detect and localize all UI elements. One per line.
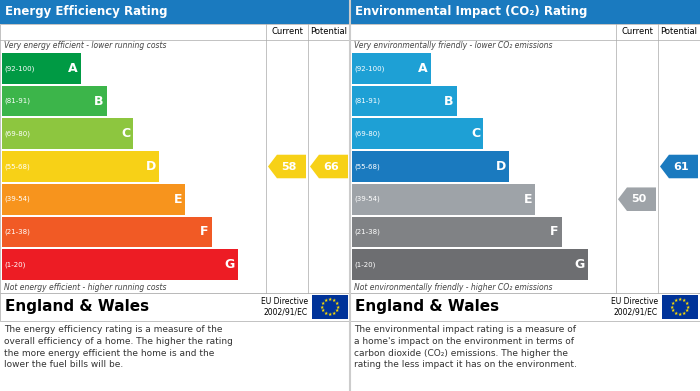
Text: 50: 50 <box>631 194 646 204</box>
Bar <box>662 295 698 319</box>
Bar <box>312 295 348 319</box>
Text: E: E <box>524 193 533 206</box>
Text: (1-20): (1-20) <box>354 262 375 268</box>
Text: (55-68): (55-68) <box>354 163 379 170</box>
Text: ★: ★ <box>328 297 332 302</box>
Text: ★: ★ <box>335 308 339 313</box>
Polygon shape <box>660 155 698 178</box>
Text: (21-38): (21-38) <box>4 229 30 235</box>
Bar <box>352 184 536 215</box>
Text: ★: ★ <box>685 308 689 313</box>
Text: EU Directive
2002/91/EC: EU Directive 2002/91/EC <box>611 297 658 317</box>
Bar <box>2 118 133 149</box>
Bar <box>2 217 211 247</box>
Bar <box>352 249 588 280</box>
Polygon shape <box>268 155 306 178</box>
Bar <box>2 249 238 280</box>
Text: ★: ★ <box>335 301 339 306</box>
Text: D: D <box>146 160 156 173</box>
Bar <box>350 293 700 321</box>
Text: A: A <box>68 62 78 75</box>
Text: A: A <box>418 62 428 75</box>
Text: Environmental Impact (CO₂) Rating: Environmental Impact (CO₂) Rating <box>355 5 587 18</box>
Text: D: D <box>496 160 506 173</box>
Text: (69-80): (69-80) <box>354 131 380 137</box>
Bar <box>2 53 80 84</box>
Text: ★: ★ <box>332 311 336 316</box>
Text: ★: ★ <box>324 311 328 316</box>
Text: ★: ★ <box>332 298 336 303</box>
Text: 58: 58 <box>281 161 297 172</box>
Text: Energy Efficiency Rating: Energy Efficiency Rating <box>5 5 167 18</box>
Text: Not environmentally friendly - higher CO₂ emissions: Not environmentally friendly - higher CO… <box>354 283 552 292</box>
Text: EU Directive
2002/91/EC: EU Directive 2002/91/EC <box>261 297 308 317</box>
Text: Current: Current <box>271 27 303 36</box>
Bar <box>2 86 107 117</box>
Bar <box>350 0 700 24</box>
Bar <box>352 53 430 84</box>
Bar <box>0 0 350 24</box>
Text: Current: Current <box>621 27 653 36</box>
Text: The environmental impact rating is a measure of
a home's impact on the environme: The environmental impact rating is a mea… <box>354 325 577 369</box>
Text: B: B <box>444 95 454 108</box>
Text: (39-54): (39-54) <box>4 196 29 203</box>
Text: (1-20): (1-20) <box>4 262 25 268</box>
Text: England & Wales: England & Wales <box>355 300 499 314</box>
Text: Potential: Potential <box>661 27 697 36</box>
Text: B: B <box>94 95 104 108</box>
Text: Very environmentally friendly - lower CO₂ emissions: Very environmentally friendly - lower CO… <box>354 41 552 50</box>
Text: (39-54): (39-54) <box>354 196 379 203</box>
Bar <box>0 24 350 293</box>
Text: ★: ★ <box>671 308 676 313</box>
Text: The energy efficiency rating is a measure of the
overall efficiency of a home. T: The energy efficiency rating is a measur… <box>4 325 233 369</box>
Text: (55-68): (55-68) <box>4 163 29 170</box>
Text: E: E <box>174 193 183 206</box>
Text: ★: ★ <box>670 305 675 310</box>
Text: (21-38): (21-38) <box>354 229 380 235</box>
Text: 66: 66 <box>323 161 339 172</box>
Text: ★: ★ <box>321 308 326 313</box>
Text: Potential: Potential <box>311 27 347 36</box>
Text: Not energy efficient - higher running costs: Not energy efficient - higher running co… <box>4 283 167 292</box>
Text: G: G <box>225 258 235 271</box>
Text: ★: ★ <box>682 311 686 316</box>
Bar <box>2 151 159 182</box>
Bar <box>350 24 700 293</box>
Text: ★: ★ <box>678 297 682 302</box>
Text: ★: ★ <box>685 305 690 310</box>
Polygon shape <box>618 187 656 211</box>
Polygon shape <box>310 155 348 178</box>
Text: ★: ★ <box>328 312 332 317</box>
Bar <box>352 118 483 149</box>
Text: (92-100): (92-100) <box>4 65 34 72</box>
Text: (81-91): (81-91) <box>4 98 30 104</box>
Text: ★: ★ <box>320 305 325 310</box>
Bar <box>352 151 509 182</box>
Text: (69-80): (69-80) <box>4 131 30 137</box>
Text: ★: ★ <box>324 298 328 303</box>
Text: ★: ★ <box>678 312 682 317</box>
Text: England & Wales: England & Wales <box>5 300 149 314</box>
Text: 61: 61 <box>673 161 689 172</box>
Text: C: C <box>471 127 480 140</box>
Text: ★: ★ <box>335 305 340 310</box>
Text: F: F <box>550 226 559 239</box>
Bar <box>2 184 186 215</box>
Text: ★: ★ <box>671 301 676 306</box>
Bar <box>0 293 350 321</box>
Text: ★: ★ <box>682 298 686 303</box>
Text: F: F <box>200 226 209 239</box>
Text: ★: ★ <box>685 301 689 306</box>
Text: ★: ★ <box>674 298 678 303</box>
Text: G: G <box>575 258 584 271</box>
Text: (81-91): (81-91) <box>354 98 380 104</box>
Text: ★: ★ <box>321 301 326 306</box>
Text: (92-100): (92-100) <box>354 65 384 72</box>
Bar <box>352 217 561 247</box>
Bar <box>352 86 457 117</box>
Text: ★: ★ <box>674 311 678 316</box>
Text: Very energy efficient - lower running costs: Very energy efficient - lower running co… <box>4 41 167 50</box>
Text: C: C <box>121 127 130 140</box>
